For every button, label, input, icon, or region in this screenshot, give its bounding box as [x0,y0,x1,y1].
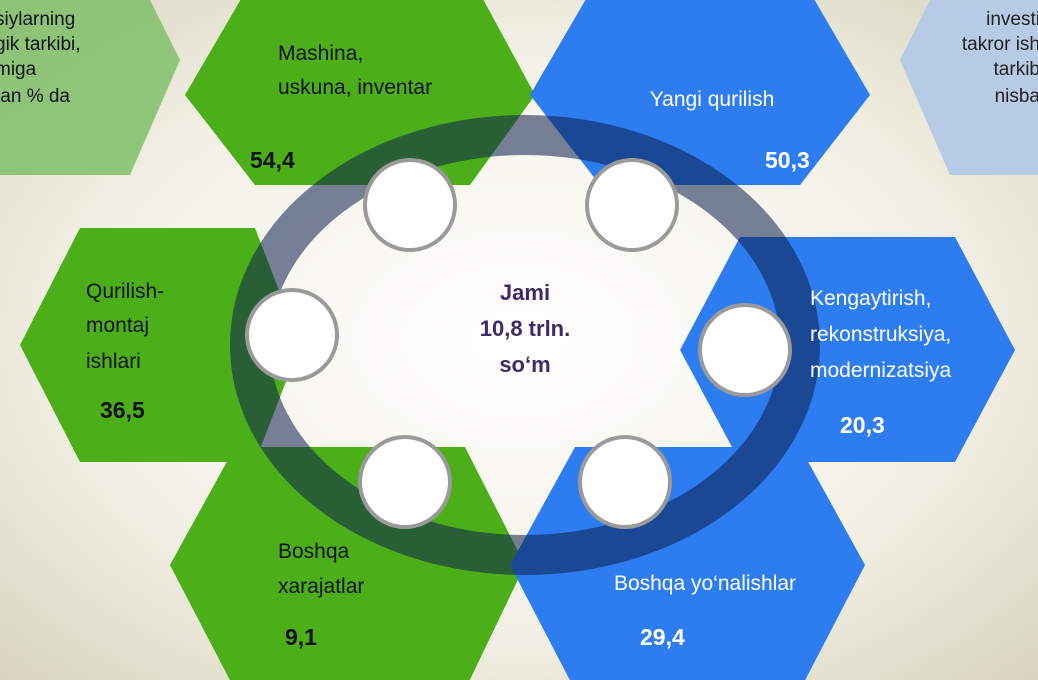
icon-circle [358,435,452,529]
hexagon-label: Boshqa [278,540,350,563]
hexagon-label: ishlari [86,350,141,373]
hexagon-label: Qurilish- [86,280,164,303]
hexagon-label: Boshqa yo‘nalishlar [614,572,796,595]
icon-circle [698,303,792,397]
hexagon-value: 36,5 [100,397,145,423]
corner-text: miga [0,59,37,80]
icons [245,158,792,529]
corner-hexagon [900,0,1038,175]
hexagon-label: uskuna, inventar [278,76,432,99]
corner-text: takror ish [962,34,1038,55]
hexagon-value: 29,4 [640,624,685,650]
hexagon-value: 50,3 [765,147,810,173]
hexagon-label: Yangi qurilish [650,88,775,111]
corner-text: siylarning [0,9,75,30]
icon-circle [363,158,457,252]
hexagon-label: Kengaytirish, [810,287,931,310]
corner-text: investi [986,9,1038,30]
icon-circle [578,435,672,529]
hexagon-label: montaj [86,314,149,337]
hexagon-label: rekonstruksiya, [810,323,951,346]
corner-text: gik tarkibi, [0,34,81,55]
hexagon-value: 9,1 [285,624,317,650]
corner-hexagon [0,0,180,175]
hexagon-value: 54,4 [250,147,295,173]
hexagon [20,228,300,462]
hexagon-label: Mashina, [278,42,363,65]
hexagon-label: modernizatsiya [810,359,952,382]
hexagon-value: 20,3 [840,412,885,438]
corner-text: tarkib [994,59,1038,80]
icon-circle [585,158,679,252]
center-text: 10,8 trln. [480,316,570,341]
icon-circle [245,288,339,382]
center-text: Jami [500,280,550,305]
hexagon-label: xarajatlar [278,575,364,598]
corner-text: nisba [995,86,1038,107]
center-text: so‘m [499,352,550,377]
hexagon [680,237,1015,462]
corner-text: tan % da [0,86,70,107]
